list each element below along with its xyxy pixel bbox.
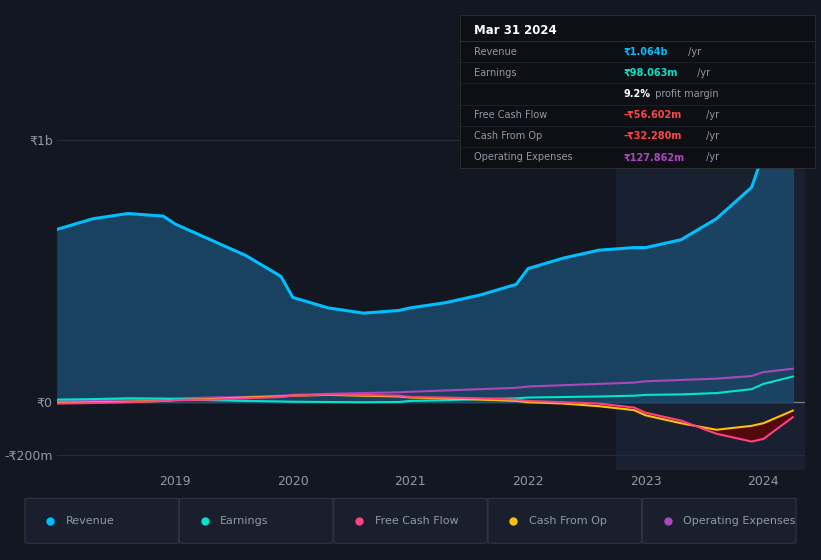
FancyBboxPatch shape: [179, 498, 333, 543]
Text: -₹32.280m: -₹32.280m: [623, 131, 681, 141]
Text: Revenue: Revenue: [66, 516, 115, 526]
Text: Cash From Op: Cash From Op: [475, 131, 543, 141]
FancyBboxPatch shape: [488, 498, 642, 543]
Text: Operating Expenses: Operating Expenses: [683, 516, 796, 526]
Text: /yr: /yr: [686, 46, 702, 57]
Text: Free Cash Flow: Free Cash Flow: [475, 110, 548, 120]
Text: Earnings: Earnings: [220, 516, 268, 526]
Text: Earnings: Earnings: [475, 68, 516, 78]
Text: ₹98.063m: ₹98.063m: [623, 68, 677, 78]
FancyBboxPatch shape: [333, 498, 488, 543]
Text: Cash From Op: Cash From Op: [529, 516, 607, 526]
Text: /yr: /yr: [703, 131, 719, 141]
Text: /yr: /yr: [703, 152, 719, 162]
Text: ₹127.862m: ₹127.862m: [623, 152, 685, 162]
Text: Operating Expenses: Operating Expenses: [475, 152, 573, 162]
Text: /yr: /yr: [703, 110, 719, 120]
Text: Free Cash Flow: Free Cash Flow: [374, 516, 458, 526]
Text: Mar 31 2024: Mar 31 2024: [475, 24, 557, 37]
FancyBboxPatch shape: [642, 498, 796, 543]
Bar: [617, 101, 805, 470]
Text: -₹56.602m: -₹56.602m: [623, 110, 681, 120]
FancyBboxPatch shape: [25, 498, 179, 543]
Text: profit margin: profit margin: [652, 89, 718, 99]
Text: ₹1.064b: ₹1.064b: [623, 46, 668, 57]
Text: Revenue: Revenue: [475, 46, 517, 57]
Text: 9.2%: 9.2%: [623, 89, 650, 99]
Text: /yr: /yr: [695, 68, 710, 78]
